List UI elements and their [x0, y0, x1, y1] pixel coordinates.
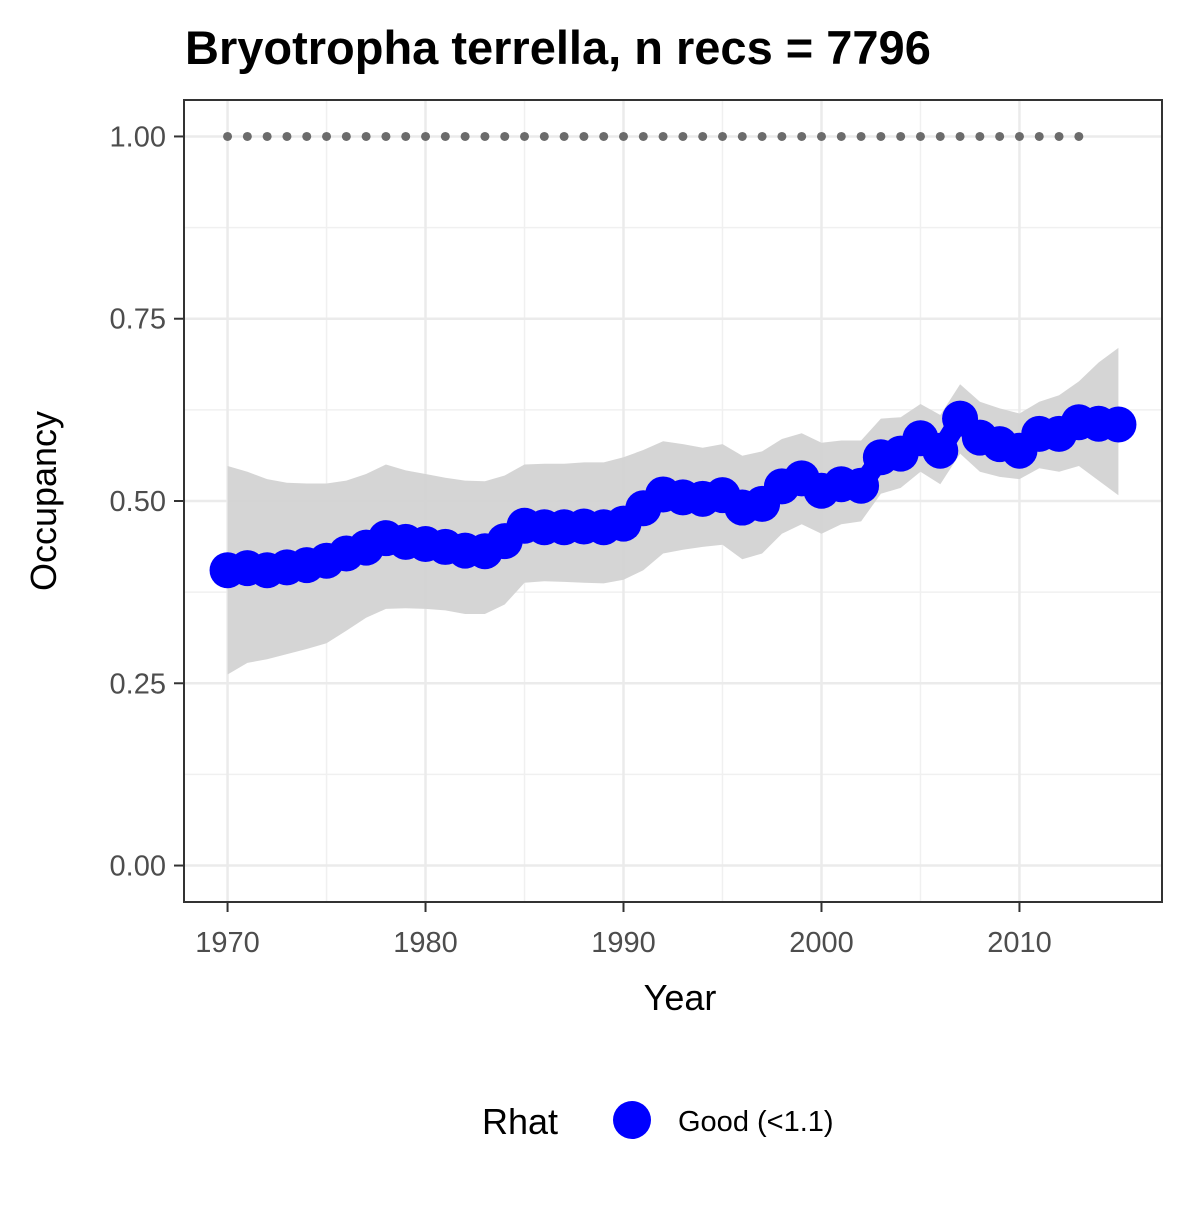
reference-dot — [480, 131, 490, 141]
reference-dot — [698, 131, 708, 141]
reference-dot — [896, 131, 906, 141]
reference-dot — [242, 131, 252, 141]
reference-dot — [737, 131, 747, 141]
data-point — [922, 432, 959, 469]
legend: Rhat Good (<1.1) — [482, 1101, 834, 1142]
reference-dot — [262, 131, 272, 141]
reference-dot — [797, 131, 807, 141]
reference-dot — [421, 131, 431, 141]
reference-dot — [935, 131, 945, 141]
legend-title: Rhat — [482, 1101, 558, 1142]
reference-dot — [559, 131, 569, 141]
reference-line-layer — [223, 131, 1084, 141]
series-layer — [209, 400, 1137, 589]
reference-dot — [995, 131, 1005, 141]
reference-dot — [520, 131, 530, 141]
reference-dot — [341, 131, 351, 141]
reference-dot — [876, 131, 886, 141]
reference-dot — [1034, 131, 1044, 141]
chart-title: Bryotropha terrella, n recs = 7796 — [185, 21, 931, 74]
x-axis: 1970 1980 1990 2000 2010 — [195, 902, 1052, 959]
reference-dot — [915, 131, 925, 141]
reference-dot — [302, 131, 312, 141]
x-tick-label: 1970 — [195, 927, 260, 959]
y-axis-title: Occupancy — [23, 411, 64, 591]
legend-key-good — [613, 1101, 651, 1139]
reference-dot — [1074, 131, 1084, 141]
reference-dot — [658, 131, 668, 141]
reference-dot — [777, 131, 787, 141]
reference-dot — [500, 131, 510, 141]
x-tick-label: 2000 — [789, 927, 854, 959]
reference-dot — [975, 131, 985, 141]
reference-dot — [322, 131, 332, 141]
reference-dot — [579, 131, 589, 141]
reference-dot — [1014, 131, 1024, 141]
y-tick-label: 0.00 — [110, 851, 166, 883]
y-tick-label: 0.25 — [110, 668, 166, 700]
x-axis-title: Year — [644, 977, 717, 1018]
reference-dot — [381, 131, 391, 141]
reference-dot — [717, 131, 727, 141]
reference-dot — [678, 131, 688, 141]
reference-dot — [816, 131, 826, 141]
reference-dot — [836, 131, 846, 141]
y-tick-label: 0.50 — [110, 486, 166, 518]
reference-dot — [539, 131, 549, 141]
y-axis: 0.00 0.25 0.50 0.75 1.00 — [110, 121, 184, 883]
reference-dot — [599, 131, 609, 141]
data-point — [843, 467, 880, 504]
x-tick-label: 2010 — [987, 927, 1052, 959]
reference-dot — [460, 131, 470, 141]
reference-dot — [955, 131, 965, 141]
x-tick-label: 1990 — [591, 927, 656, 959]
y-tick-label: 0.75 — [110, 304, 166, 336]
legend-label-good: Good (<1.1) — [678, 1106, 834, 1138]
reference-dot — [619, 131, 629, 141]
reference-dot — [638, 131, 648, 141]
reference-dot — [856, 131, 866, 141]
reference-dot — [223, 131, 233, 141]
reference-dot — [361, 131, 371, 141]
reference-dot — [1054, 131, 1064, 141]
reference-dot — [440, 131, 450, 141]
reference-dot — [282, 131, 292, 141]
reference-dot — [757, 131, 767, 141]
y-tick-label: 1.00 — [110, 121, 166, 153]
data-point — [1100, 406, 1137, 443]
reference-dot — [401, 131, 411, 141]
x-tick-label: 1980 — [393, 927, 458, 959]
